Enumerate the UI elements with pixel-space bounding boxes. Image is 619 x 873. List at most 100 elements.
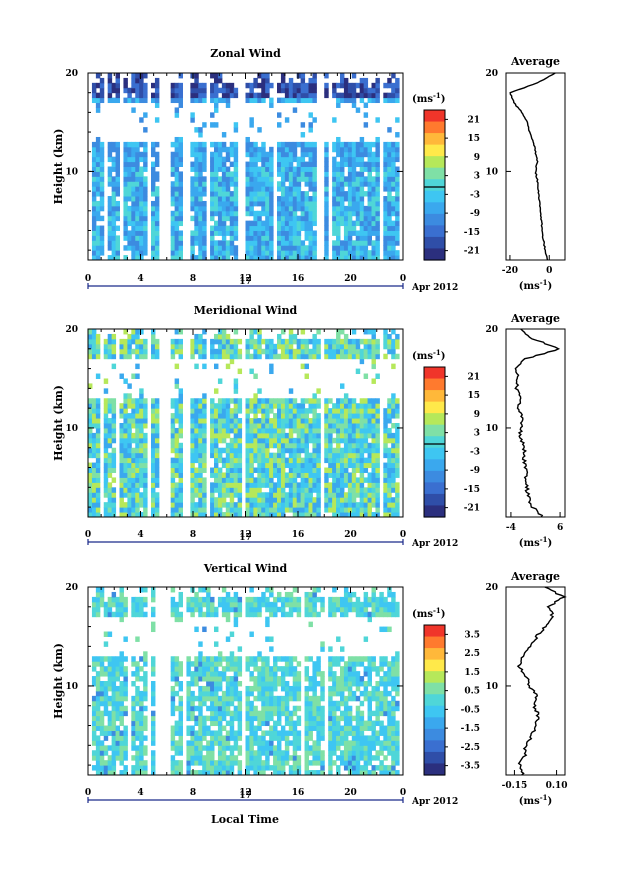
heatmap-cell xyxy=(340,502,345,508)
heatmap-cell xyxy=(170,690,176,697)
heatmap-cell xyxy=(257,512,262,518)
heatmap-cell xyxy=(277,606,282,613)
heatmap-cell xyxy=(123,393,128,399)
heatmap-cell xyxy=(273,676,278,682)
heatmap-cell xyxy=(308,591,313,598)
heatmap-cell xyxy=(229,398,235,404)
heatmap-cell xyxy=(328,462,333,469)
heatmap-cell xyxy=(198,587,203,593)
heatmap-cell xyxy=(269,82,274,89)
heatmap-cell xyxy=(151,671,156,677)
heatmap-cell xyxy=(269,363,274,370)
heatmap-cell xyxy=(127,240,132,246)
heatmap-cell xyxy=(257,338,262,345)
heatmap-cell xyxy=(214,710,219,717)
heatmap-cell xyxy=(214,685,219,692)
heatmap-cell xyxy=(245,408,250,414)
heatmap-cell xyxy=(391,393,396,399)
heatmap-cell xyxy=(300,442,306,449)
heatmap-cell xyxy=(233,215,239,222)
heatmap-cell xyxy=(343,437,349,444)
heatmap-cell xyxy=(359,403,365,409)
heatmap-cell xyxy=(190,457,195,464)
heatmap-cell xyxy=(280,329,286,335)
heatmap-cell xyxy=(269,452,274,459)
heatmap-cell xyxy=(347,176,353,182)
heatmap-cell xyxy=(202,191,207,197)
heatmap-cell xyxy=(336,245,341,251)
heatmap-cell xyxy=(261,507,266,513)
heatmap-cell xyxy=(340,141,345,148)
heatmap-cell xyxy=(316,452,321,459)
heatmap-cell xyxy=(340,472,345,478)
heatmap-cell xyxy=(119,427,124,434)
heatmap-cell xyxy=(261,770,266,776)
colorbar-segment xyxy=(424,236,445,250)
heatmap-cell xyxy=(233,250,239,256)
heatmap-cell xyxy=(99,671,105,677)
heatmap-cell xyxy=(198,413,203,419)
heatmap-cell xyxy=(343,452,349,459)
heatmap-cell xyxy=(288,141,294,148)
heatmap-cell xyxy=(123,487,128,493)
heatmap-cell xyxy=(343,447,349,454)
heatmap-cell xyxy=(296,472,302,478)
heatmap-cell xyxy=(194,403,199,409)
heatmap-cell xyxy=(127,393,132,399)
heatmap-cell xyxy=(351,403,357,409)
heatmap-cell xyxy=(221,671,227,677)
heatmap-cell xyxy=(340,383,345,389)
heatmap-cell xyxy=(359,338,365,345)
heatmap-cell xyxy=(269,171,274,177)
heatmap-cell xyxy=(221,171,227,177)
heatmap-cell xyxy=(111,191,117,197)
heatmap-cell xyxy=(351,161,357,167)
heatmap-cell xyxy=(253,661,258,667)
heatmap-cell xyxy=(284,437,290,444)
heatmap-cell xyxy=(221,725,227,731)
heatmap-cell xyxy=(225,200,231,207)
colorbar-tick-label: 3 xyxy=(474,172,480,182)
heatmap-cell xyxy=(253,329,258,335)
heatmap-cell xyxy=(190,196,195,202)
heatmap-cell xyxy=(202,348,207,355)
heatmap-cell xyxy=(249,432,254,439)
heatmap-cell xyxy=(237,695,243,702)
heatmap-cell xyxy=(143,477,148,483)
heatmap-cell xyxy=(143,245,148,251)
heatmap-cell xyxy=(288,502,294,508)
heatmap-cell xyxy=(288,730,294,736)
heatmap-cell xyxy=(261,73,266,79)
heatmap-cell xyxy=(249,502,254,508)
profile-y-tick-label: 10 xyxy=(485,167,498,177)
heatmap-cell xyxy=(304,373,309,379)
heatmap-cell xyxy=(170,447,176,454)
heatmap-cell xyxy=(194,730,199,736)
heatmap-cell xyxy=(194,141,199,148)
heatmap-cell xyxy=(95,97,101,104)
heatmap-cell xyxy=(221,715,227,722)
heatmap-cell xyxy=(115,656,120,662)
heatmap-cell xyxy=(280,671,286,677)
heatmap-cell xyxy=(190,467,195,473)
heatmap-cell xyxy=(383,418,388,424)
heatmap-cell xyxy=(91,146,97,153)
heatmap-cell xyxy=(343,210,349,217)
heatmap-cell xyxy=(202,408,207,414)
heatmap-cell xyxy=(296,343,302,350)
heatmap-cell xyxy=(151,502,156,508)
heatmap-cell xyxy=(265,601,270,608)
heatmap-cell xyxy=(261,432,266,439)
heatmap-cell xyxy=(174,363,180,370)
heatmap-cell xyxy=(391,87,396,94)
heatmap-cell xyxy=(249,462,254,469)
heatmap-cell xyxy=(296,695,302,702)
heatmap-cell xyxy=(107,671,113,677)
heatmap-cell xyxy=(351,418,357,424)
heatmap-cell xyxy=(292,690,298,697)
heatmap-cell xyxy=(111,215,117,222)
heatmap-cell xyxy=(170,587,176,593)
heatmap-cell xyxy=(210,343,215,350)
heatmap-cell xyxy=(95,373,101,379)
heatmap-cell xyxy=(359,141,365,148)
